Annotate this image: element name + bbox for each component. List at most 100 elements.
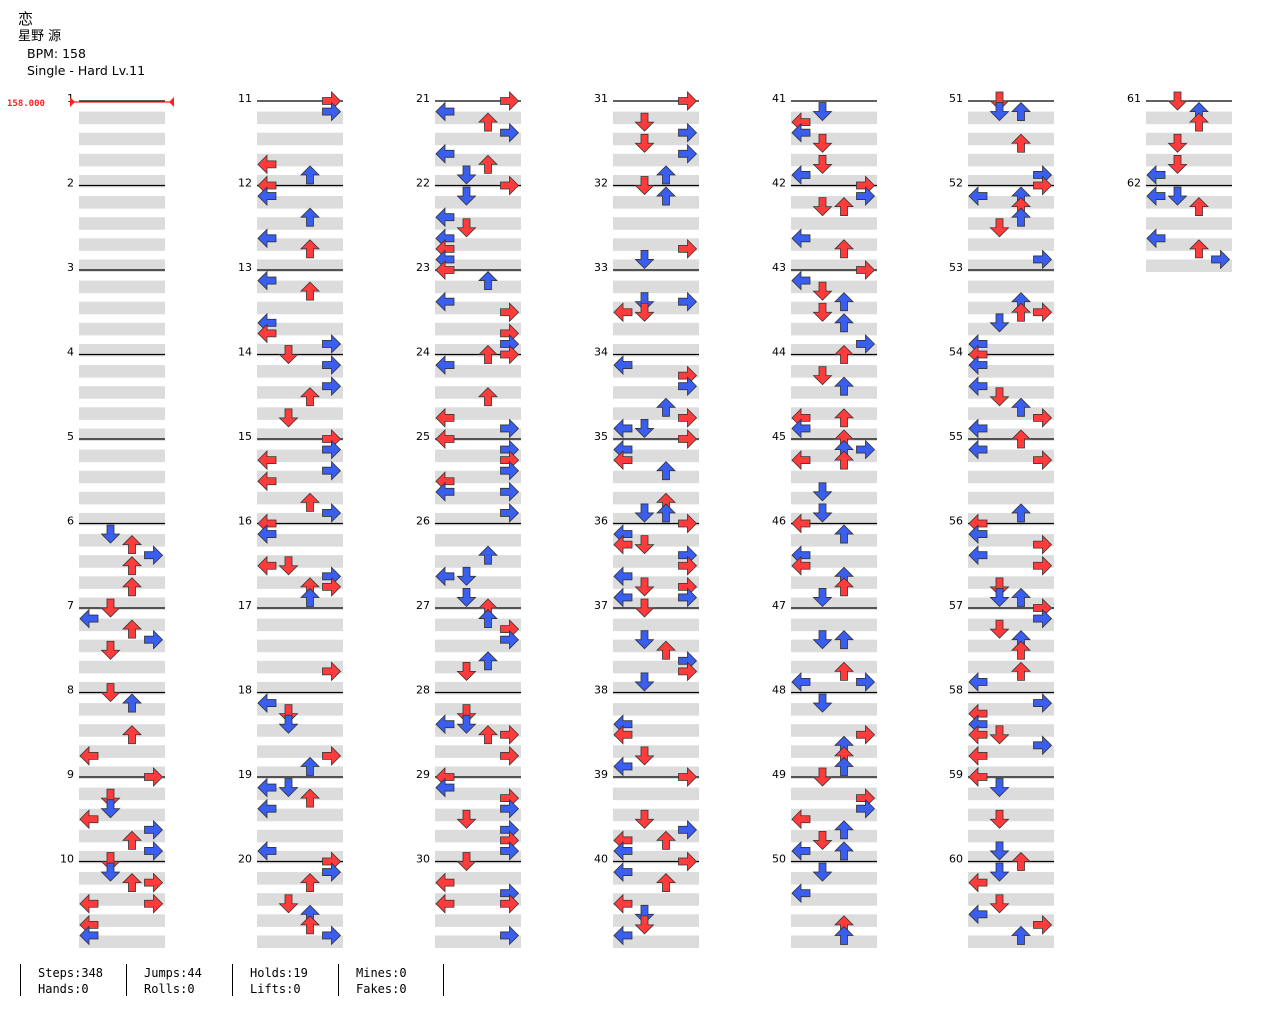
beat-row <box>435 914 521 927</box>
beat-row <box>435 724 521 737</box>
step-arrow <box>678 555 698 576</box>
step-arrow <box>968 524 988 545</box>
step-arrow <box>856 798 876 819</box>
beat-row <box>435 660 521 674</box>
step-arrow <box>812 302 833 322</box>
beat-row <box>435 153 521 167</box>
step-arrow <box>968 186 988 207</box>
measure-number: 21 <box>416 92 430 105</box>
step-arrow <box>257 471 277 492</box>
beat-row <box>79 132 165 146</box>
step-arrow <box>634 535 655 555</box>
beat-row <box>613 724 699 737</box>
step-arrow <box>257 450 277 471</box>
bpm-marker-right <box>169 97 174 107</box>
beat-row <box>613 703 699 716</box>
step-arrow <box>1167 186 1188 206</box>
step-arrow <box>456 588 477 608</box>
beat-row <box>435 829 521 843</box>
beat-row <box>968 555 1054 568</box>
beat-row <box>613 660 699 674</box>
beat-row <box>79 491 165 505</box>
beat-row <box>435 512 521 526</box>
beat-row <box>435 365 521 378</box>
beat-row <box>79 343 165 357</box>
step-arrow <box>834 376 854 396</box>
step-arrow <box>634 672 655 692</box>
step-arrow <box>257 228 277 249</box>
step-arrow <box>989 725 1010 745</box>
step-arrow <box>144 629 164 650</box>
beat-row <box>968 597 1054 610</box>
beat-row <box>435 407 521 420</box>
beat-row <box>613 238 699 251</box>
measure-number: 45 <box>772 430 786 443</box>
step-arrow <box>1033 608 1053 629</box>
step-arrow <box>1011 429 1031 449</box>
beat-row <box>257 681 343 695</box>
step-arrow <box>812 830 833 850</box>
step-arrow <box>1011 925 1031 945</box>
beat-row <box>791 660 877 674</box>
step-arrow <box>1033 693 1053 714</box>
beat-row <box>968 766 1054 779</box>
beat-row <box>79 597 165 610</box>
step-arrow <box>322 460 342 481</box>
step-arrow <box>613 418 633 439</box>
step-arrow <box>122 556 142 576</box>
step-arrow <box>1211 249 1231 270</box>
measure-number: 12 <box>238 177 252 190</box>
beat-row <box>257 470 343 484</box>
beat-row <box>79 850 165 864</box>
step-arrow <box>968 872 988 893</box>
step-arrow <box>812 862 833 882</box>
measure-number: 24 <box>416 346 430 359</box>
step-arrow <box>634 630 655 650</box>
beat-row <box>79 512 165 526</box>
step-arrow <box>1033 302 1053 323</box>
step-arrow <box>656 830 676 850</box>
step-arrow <box>812 154 833 174</box>
stat-hands: Hands:0 <box>38 982 89 996</box>
step-arrow <box>968 745 988 766</box>
beat-row <box>435 238 521 251</box>
beat-row <box>435 850 521 864</box>
step-arrow <box>989 577 1010 597</box>
beat-row <box>79 893 165 906</box>
beat-row <box>968 470 1054 484</box>
beat-row <box>968 534 1054 547</box>
measure-number: 13 <box>238 261 252 274</box>
measure-number: 33 <box>594 261 608 274</box>
step-arrow <box>257 798 277 819</box>
beat-row <box>79 745 165 758</box>
beat-row <box>257 365 343 378</box>
step-arrow <box>278 408 299 428</box>
step-arrow <box>322 862 342 883</box>
step-arrow <box>678 851 698 872</box>
beat-row <box>435 681 521 695</box>
step-arrow <box>989 588 1010 608</box>
step-arrow <box>322 925 342 946</box>
step-arrow <box>989 809 1010 829</box>
step-arrow <box>257 323 277 344</box>
step-arrow <box>613 724 633 745</box>
step-arrow <box>300 165 320 185</box>
measure-number: 53 <box>949 261 963 274</box>
step-arrow <box>678 122 698 143</box>
bpm-marker-left <box>70 97 75 107</box>
step-arrow <box>278 778 299 798</box>
step-arrow <box>100 852 121 872</box>
stat-steps: Steps:348 <box>38 966 104 980</box>
beat-row <box>1146 259 1232 272</box>
beat-row <box>257 745 343 758</box>
beat-row <box>257 914 343 927</box>
measure-number: 55 <box>949 430 963 443</box>
step-arrow <box>856 671 876 692</box>
step-arrow <box>435 893 455 914</box>
step-arrow <box>122 830 142 850</box>
beat-row <box>257 512 343 526</box>
beat-row <box>791 766 877 779</box>
beat-row <box>257 343 343 357</box>
beat-row <box>613 576 699 589</box>
beat-row <box>613 322 699 336</box>
